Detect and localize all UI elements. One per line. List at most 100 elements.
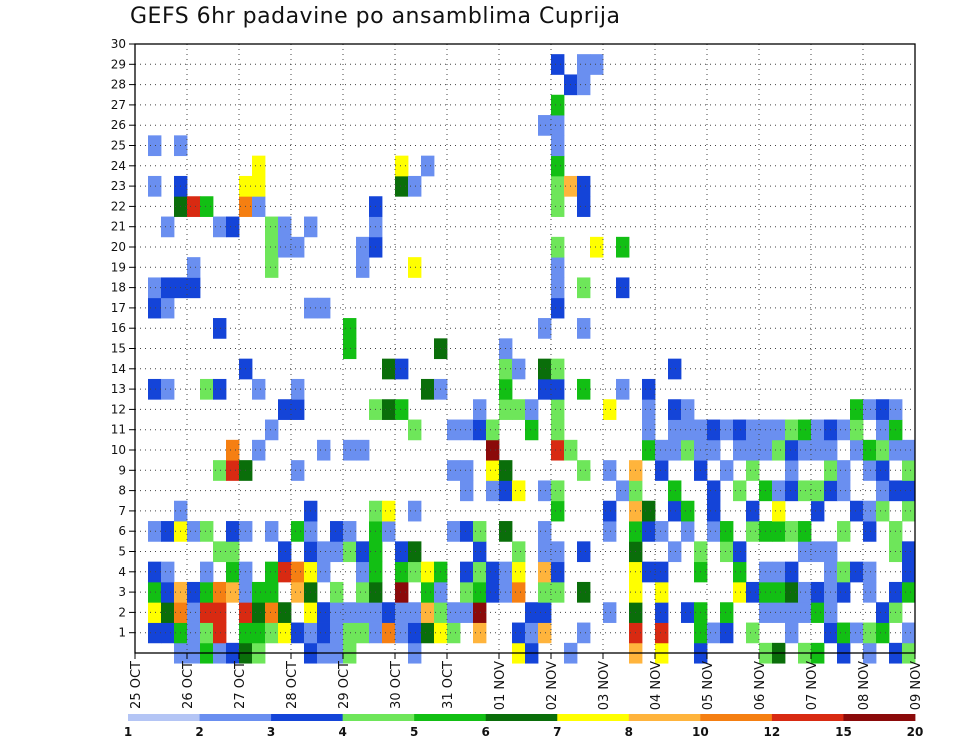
- data-cell: [278, 236, 292, 258]
- data-cell: [161, 521, 175, 542]
- data-cell: [538, 480, 552, 502]
- data-cell: [551, 155, 565, 177]
- data-cell: [850, 561, 864, 583]
- data-cell: [460, 602, 474, 623]
- colorbar-label: 3: [267, 725, 275, 739]
- y-tick-label: 8: [118, 484, 126, 498]
- colorbar-swatch: [485, 714, 558, 721]
- data-cell: [460, 561, 474, 583]
- y-tick-label: 24: [111, 159, 126, 173]
- data-cell: [720, 419, 734, 441]
- data-cell: [252, 602, 266, 623]
- data-cell: [876, 399, 890, 420]
- data-cell: [551, 115, 565, 136]
- data-cell: [798, 581, 812, 603]
- data-cell: [655, 622, 669, 644]
- x-tick-label: 29 OCT: [337, 661, 352, 709]
- data-cell: [681, 602, 695, 623]
- data-cell: [642, 378, 656, 400]
- data-cell: [785, 521, 799, 542]
- y-tick-label: 21: [111, 220, 126, 234]
- data-cell: [252, 378, 266, 400]
- data-cell: [707, 439, 721, 461]
- data-cell: [577, 277, 591, 299]
- colorbar-swatch: [628, 714, 701, 721]
- data-cell: [421, 378, 435, 400]
- data-cell: [382, 358, 396, 380]
- data-cell: [577, 318, 591, 339]
- data-cell: [902, 439, 916, 461]
- data-cell: [655, 602, 669, 623]
- data-cell: [551, 399, 565, 420]
- data-cell: [720, 521, 734, 542]
- y-tick-label: 9: [118, 463, 126, 477]
- data-cell: [486, 439, 500, 461]
- data-cell: [798, 541, 812, 563]
- data-cell: [226, 541, 240, 563]
- data-cell: [408, 541, 422, 563]
- data-cell: [551, 480, 565, 502]
- data-cell: [265, 236, 279, 258]
- data-cell: [772, 521, 786, 542]
- data-cell: [473, 581, 487, 603]
- data-cell: [265, 622, 279, 644]
- data-cell: [187, 257, 201, 278]
- data-cell: [837, 419, 851, 441]
- data-cell: [902, 622, 916, 644]
- data-cell: [538, 378, 552, 400]
- data-cell: [148, 297, 162, 319]
- data-cell: [200, 521, 214, 542]
- data-cell: [447, 602, 461, 623]
- data-cell: [525, 419, 539, 441]
- y-tick-label: 28: [111, 78, 126, 92]
- data-cell: [421, 561, 435, 583]
- data-cell: [408, 561, 422, 583]
- data-cell: [343, 318, 357, 339]
- data-cell: [252, 196, 266, 217]
- data-cell: [538, 602, 552, 623]
- data-cell: [551, 175, 565, 197]
- data-cell: [161, 581, 175, 603]
- data-cell: [148, 135, 162, 157]
- data-cell: [317, 541, 331, 563]
- data-cell: [291, 236, 305, 258]
- data-cell: [343, 602, 357, 623]
- data-cell: [395, 602, 409, 623]
- data-cell: [746, 581, 760, 603]
- data-cell: [642, 561, 656, 583]
- data-cell: [213, 378, 227, 400]
- data-cell: [798, 602, 812, 623]
- data-cell: [811, 439, 825, 461]
- data-cell: [343, 439, 357, 461]
- y-tick-label: 4: [118, 565, 126, 579]
- data-cell: [200, 561, 214, 583]
- data-cell: [577, 460, 591, 481]
- data-cell: [213, 216, 227, 238]
- data-cell: [460, 521, 474, 542]
- data-cell: [720, 602, 734, 623]
- data-cell: [200, 602, 214, 623]
- data-cell: [213, 622, 227, 644]
- data-cell: [733, 561, 747, 583]
- data-cell: [538, 541, 552, 563]
- data-cell: [785, 622, 799, 644]
- data-cell: [382, 521, 396, 542]
- data-cell: [772, 561, 786, 583]
- data-cell: [447, 521, 461, 542]
- data-cell: [161, 378, 175, 400]
- data-cell: [785, 419, 799, 441]
- data-cell: [902, 541, 916, 563]
- data-cell: [733, 541, 747, 563]
- data-cell: [460, 460, 474, 481]
- data-cell: [343, 541, 357, 563]
- data-cell: [200, 196, 214, 217]
- data-cell: [278, 216, 292, 238]
- data-cell: [460, 581, 474, 603]
- data-cell: [395, 358, 409, 380]
- data-cell: [850, 419, 864, 441]
- data-cell: [668, 419, 682, 441]
- data-cell: [395, 399, 409, 420]
- data-cell: [707, 419, 721, 441]
- data-cell: [655, 460, 669, 481]
- y-tick-label: 20: [111, 240, 126, 254]
